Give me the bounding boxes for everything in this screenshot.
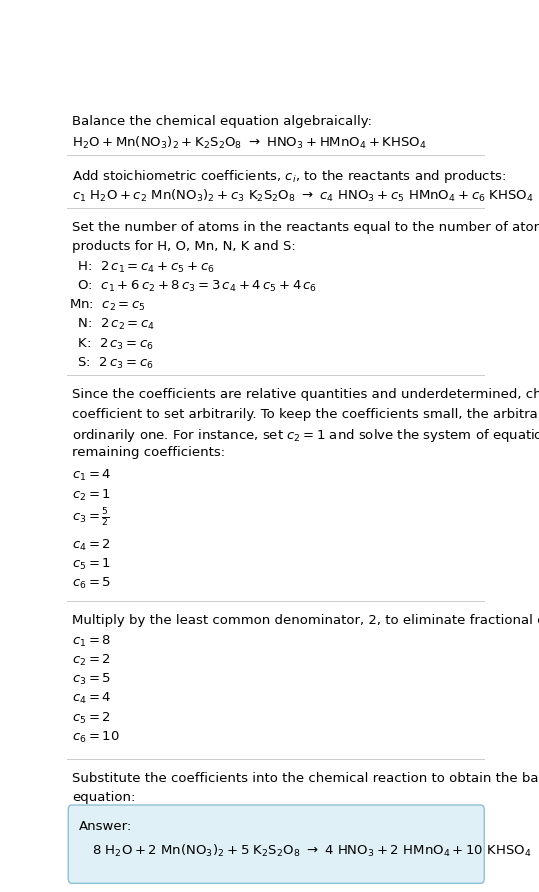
Text: $c_4 = 4$: $c_4 = 4$ (72, 691, 112, 706)
Text: $c_4 = 2$: $c_4 = 2$ (72, 537, 112, 552)
Text: Since the coefficients are relative quantities and underdetermined, choose a: Since the coefficients are relative quan… (72, 388, 539, 401)
Text: $c_3 = \frac{5}{2}$: $c_3 = \frac{5}{2}$ (72, 507, 110, 529)
Text: Multiply by the least common denominator, 2, to eliminate fractional coefficient: Multiply by the least common denominator… (72, 615, 539, 627)
Text: $c_1 = 4$: $c_1 = 4$ (72, 468, 112, 483)
Text: O:  $c_1 + 6\,c_2 + 8\,c_3 = 3\,c_4 + 4\,c_5 + 4\,c_6$: O: $c_1 + 6\,c_2 + 8\,c_3 = 3\,c_4 + 4\,… (70, 278, 317, 293)
Text: $c_2 = 1$: $c_2 = 1$ (72, 487, 112, 502)
Text: $c_5 = 2$: $c_5 = 2$ (72, 711, 112, 725)
Text: Mn:  $c_2 = c_5$: Mn: $c_2 = c_5$ (70, 298, 146, 313)
Text: $c_1 = 8$: $c_1 = 8$ (72, 633, 112, 648)
Text: Set the number of atoms in the reactants equal to the number of atoms in the: Set the number of atoms in the reactants… (72, 221, 539, 234)
Text: $c_6 = 10$: $c_6 = 10$ (72, 730, 120, 745)
Text: ordinarily one. For instance, set $c_2 = 1$ and solve the system of equations fo: ordinarily one. For instance, set $c_2 =… (72, 427, 539, 444)
Text: Add stoichiometric coefficients, $c_i$, to the reactants and products:: Add stoichiometric coefficients, $c_i$, … (72, 169, 507, 186)
Text: $\mathrm{8\ H_2O + 2\ Mn(NO_3)_2 + 5\ K_2S_2O_8}\ \rightarrow\ \mathrm{4\ HNO_3 : $\mathrm{8\ H_2O + 2\ Mn(NO_3)_2 + 5\ K_… (93, 843, 532, 859)
Text: Answer:: Answer: (79, 820, 132, 833)
Text: K:  $2\,c_3 = c_6$: K: $2\,c_3 = c_6$ (70, 336, 154, 351)
Text: S:  $2\,c_3 = c_6$: S: $2\,c_3 = c_6$ (70, 356, 154, 371)
Text: Substitute the coefficients into the chemical reaction to obtain the balanced: Substitute the coefficients into the che… (72, 772, 539, 785)
Text: equation:: equation: (72, 791, 136, 805)
Text: H:  $2\,c_1 = c_4 + c_5 + c_6$: H: $2\,c_1 = c_4 + c_5 + c_6$ (70, 260, 215, 275)
Text: products for H, O, Mn, N, K and S:: products for H, O, Mn, N, K and S: (72, 240, 296, 253)
Text: $c_5 = 1$: $c_5 = 1$ (72, 557, 112, 572)
Text: $\mathrm{H_2O + Mn(NO_3)_2 + K_2S_2O_8}$$\mathrm{\ \rightarrow \ HNO_3 + HMnO_4 : $\mathrm{H_2O + Mn(NO_3)_2 + K_2S_2O_8}$… (72, 135, 427, 151)
Text: N:  $2\,c_2 = c_4$: N: $2\,c_2 = c_4$ (70, 318, 156, 333)
Text: $c_3 = 5$: $c_3 = 5$ (72, 672, 112, 687)
Text: $c_6 = 5$: $c_6 = 5$ (72, 576, 112, 591)
Text: remaining coefficients:: remaining coefficients: (72, 446, 225, 459)
Text: Balance the chemical equation algebraically:: Balance the chemical equation algebraica… (72, 115, 372, 128)
Text: $c_1\ \mathrm{H_2O} + c_2\ \mathrm{Mn(NO_3)_2} + c_3\ \mathrm{K_2S_2O_8}\ \right: $c_1\ \mathrm{H_2O} + c_2\ \mathrm{Mn(NO… (72, 187, 534, 203)
Text: $c_2 = 2$: $c_2 = 2$ (72, 653, 112, 668)
Text: coefficient to set arbitrarily. To keep the coefficients small, the arbitrary va: coefficient to set arbitrarily. To keep … (72, 408, 539, 421)
FancyBboxPatch shape (68, 805, 484, 883)
